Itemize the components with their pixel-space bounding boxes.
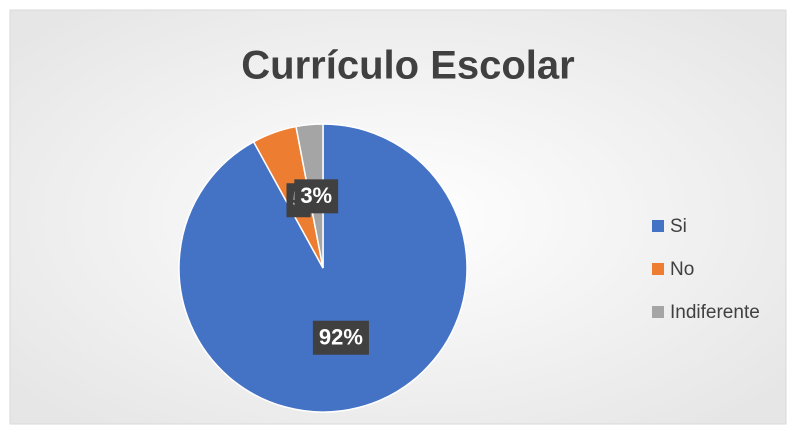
data-label: 92% bbox=[319, 325, 363, 350]
data-label-box bbox=[294, 179, 339, 214]
data-label: 3% bbox=[300, 183, 332, 208]
legend-swatch bbox=[652, 220, 664, 232]
data-label-box bbox=[312, 320, 369, 355]
legend-label: Indiferente bbox=[670, 302, 760, 323]
legend-label: Si bbox=[670, 216, 687, 237]
chart-title: Currículo Escolar bbox=[241, 44, 574, 88]
legend-label: No bbox=[670, 259, 694, 280]
legend-swatch bbox=[652, 263, 664, 275]
legend-swatch bbox=[652, 306, 664, 318]
